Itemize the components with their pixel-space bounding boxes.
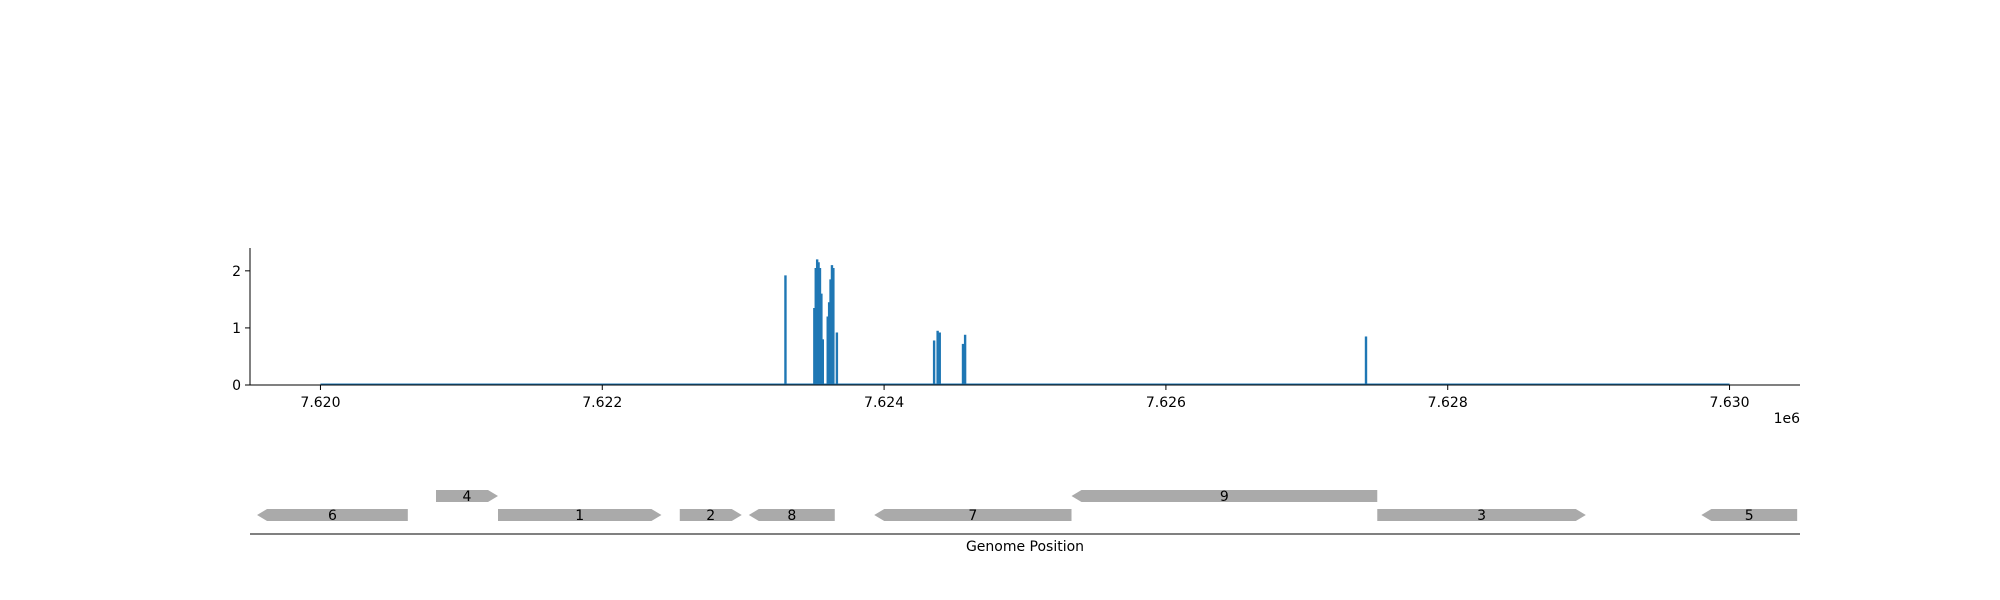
genome-position-label: Genome Position (966, 539, 1084, 555)
gene-arrow (257, 509, 408, 521)
gene-label: 2 (706, 508, 715, 524)
gene-label: 4 (463, 489, 472, 505)
gene-label: 6 (328, 508, 337, 524)
gene-arrow (436, 490, 498, 502)
gene-arrow (498, 509, 662, 521)
y-tick-label: 1 (232, 321, 241, 337)
gene-label: 8 (787, 508, 796, 524)
gene-label: 9 (1220, 489, 1229, 505)
coverage-peaks (784, 259, 1368, 385)
gene-arrow (1377, 509, 1586, 521)
gene-arrow (1701, 509, 1798, 521)
x-tick-label: 7.628 (1428, 395, 1468, 411)
gene-arrow (874, 509, 1072, 521)
x-tick-label: 7.630 (1709, 395, 1749, 411)
x-tick-label: 7.620 (300, 395, 340, 411)
gene-label: 5 (1745, 508, 1754, 524)
gene-track: 6 4 1 2 8 7 9 3 5 Genome Position (250, 489, 1800, 555)
gene-arrow (748, 509, 835, 521)
gene-label: 3 (1477, 508, 1486, 524)
x-tick-label: 7.624 (864, 395, 904, 411)
coverage-plot: 7.620 7.622 7.624 7.626 7.628 7.630 0 1 2 1e6 (232, 248, 1800, 427)
y-tick-label: 2 (232, 264, 241, 280)
y-tick-label: 0 (232, 378, 241, 394)
gene-arrows: 6 4 1 2 8 7 9 3 5 (257, 489, 1798, 524)
gene-arrow (679, 509, 742, 521)
gene-arrow (1071, 490, 1378, 502)
x-axis-offset-label: 1e6 (1774, 411, 1801, 427)
x-tick-label: 7.622 (582, 395, 622, 411)
x-tick-label: 7.626 (1146, 395, 1186, 411)
y-axis-ticks: 0 1 2 (232, 264, 250, 394)
x-axis-ticks: 7.620 7.622 7.624 7.626 7.628 7.630 (300, 385, 1750, 411)
gene-label: 1 (575, 508, 584, 524)
gene-label: 7 (968, 508, 977, 524)
